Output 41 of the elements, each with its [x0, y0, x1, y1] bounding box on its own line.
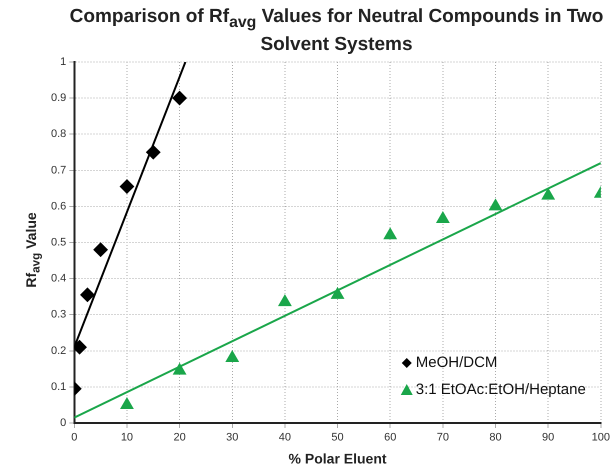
x-tick-label: 70 — [436, 432, 449, 444]
point — [489, 199, 502, 210]
point — [172, 91, 187, 106]
x-tick-label: 0 — [71, 432, 78, 444]
point — [436, 212, 450, 224]
y-tick-label: 1 — [60, 56, 66, 68]
y-tick-label: 0.9 — [50, 92, 66, 104]
point — [173, 364, 186, 375]
x-tick-label: 90 — [542, 432, 554, 444]
x-tick-label: 10 — [120, 432, 134, 444]
x-tick-label: 100 — [592, 432, 610, 444]
x-tick-label: 20 — [173, 432, 186, 444]
legend-label: MeOH/DCM — [416, 354, 498, 372]
x-tick-label: 30 — [226, 432, 238, 444]
point — [74, 340, 87, 354]
point — [384, 228, 396, 240]
x-tick-label: 40 — [278, 432, 292, 444]
point — [120, 180, 134, 194]
y-tick-label: 0.3 — [50, 308, 66, 321]
y-tick-label: 0.4 — [50, 272, 66, 285]
x-axis-title: % Polar Eluent — [288, 450, 387, 466]
point — [331, 288, 344, 299]
x-tick-label: 50 — [331, 432, 344, 444]
point — [80, 288, 94, 302]
point — [94, 242, 108, 257]
point — [278, 295, 292, 306]
x-tick-label: 80 — [489, 432, 502, 444]
chart-title: Comparison of Rf$_{avg}$ Values for Neutral Compounds in Two Solvent Systems — [68, 6, 604, 56]
y-tick-label: 0.8 — [50, 128, 66, 140]
x-tick-label: 60 — [384, 432, 396, 444]
point — [146, 145, 160, 160]
point — [542, 188, 554, 200]
y-tick-label: 0.5 — [50, 236, 66, 249]
y-tick-label: 0.2 — [50, 344, 66, 357]
y-tick-label: 0.7 — [50, 164, 66, 176]
y-tick-label: 0.1 — [50, 380, 66, 393]
legend-label: 3:1 EtOAc:EtOH/Heptane — [416, 381, 586, 398]
y-tick-label: 0.6 — [50, 200, 66, 212]
y-tick-label: 0 — [60, 417, 66, 430]
point — [226, 351, 238, 362]
point — [120, 398, 134, 409]
